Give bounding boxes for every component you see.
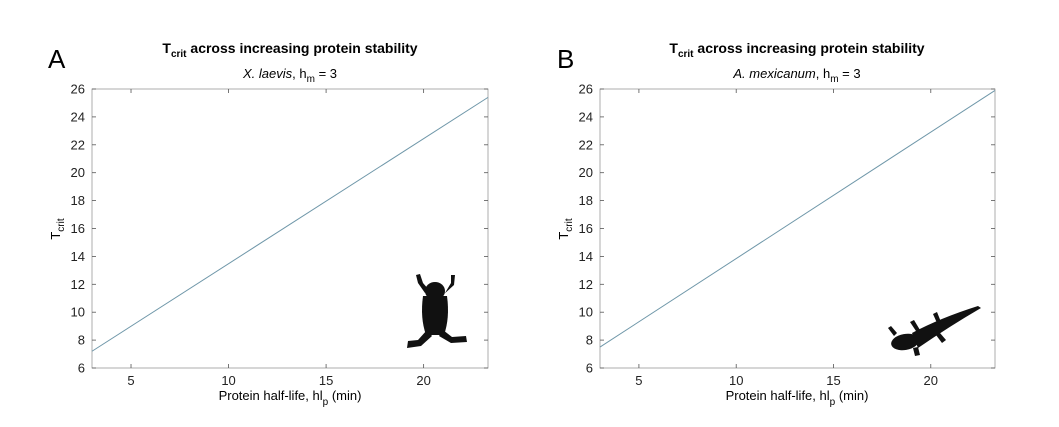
y-tick-label: 22 [71, 137, 85, 152]
y-axis-ticks: 6 8 10 12 14 16 18 20 22 24 26 [579, 82, 995, 376]
x-tick-label: 20 [416, 373, 430, 388]
y-tick-label: 16 [71, 221, 85, 236]
y-tick-label: 22 [579, 137, 593, 152]
y-tick-label: 18 [71, 193, 85, 208]
y-tick-label: 20 [71, 165, 85, 180]
x-tick-label: 5 [127, 373, 134, 388]
chart-panel-a: A Tcrit across increasing protein stabil… [48, 40, 489, 408]
x-tick-label: 10 [729, 373, 743, 388]
chart-title: Tcrit across increasing protein stabilit… [669, 40, 924, 60]
panel-label: B [557, 44, 574, 74]
chart-title: Tcrit across increasing protein stabilit… [162, 40, 417, 60]
x-axis-label: Protein half-life, hlp (min) [219, 388, 362, 408]
y-tick-label: 26 [71, 82, 85, 97]
y-tick-label: 12 [71, 277, 85, 292]
y-tick-label: 26 [579, 82, 593, 97]
y-tick-label: 10 [579, 305, 593, 320]
chart-subtitle: A. mexicanum, hm = 3 [732, 66, 860, 85]
y-tick-label: 8 [78, 333, 85, 348]
y-tick-label: 14 [579, 249, 593, 264]
x-axis-label: Protein half-life, hlp (min) [726, 388, 869, 408]
tcrit-series-line [599, 89, 996, 348]
y-tick-label: 12 [579, 277, 593, 292]
chart-panel-b: B Tcrit across increasing protein stabil… [556, 40, 996, 408]
y-tick-label: 16 [579, 221, 593, 236]
y-tick-label: 24 [579, 109, 593, 124]
panel-label: A [48, 44, 66, 74]
y-tick-label: 18 [579, 193, 593, 208]
x-tick-label: 15 [826, 373, 840, 388]
x-tick-label: 10 [221, 373, 235, 388]
y-tick-label: 20 [579, 165, 593, 180]
x-tick-label: 20 [924, 373, 938, 388]
x-tick-label: 5 [635, 373, 642, 388]
y-tick-label: 24 [71, 109, 85, 124]
axolotl-icon [888, 306, 981, 356]
x-axis-ticks: 5 10 15 20 [635, 89, 938, 388]
y-tick-label: 6 [586, 361, 593, 376]
x-axis-ticks: 5 10 15 20 [127, 89, 431, 388]
y-tick-label: 8 [586, 333, 593, 348]
x-tick-label: 15 [319, 373, 333, 388]
y-tick-label: 10 [71, 305, 85, 320]
chart-subtitle: X. laevis, hm = 3 [242, 66, 337, 85]
y-tick-label: 6 [78, 361, 85, 376]
series-lines [91, 96, 489, 352]
tcrit-series-line [91, 96, 489, 352]
series-lines [599, 89, 996, 348]
frog-icon [407, 274, 467, 348]
y-tick-label: 14 [71, 249, 85, 264]
y-axis-label: Tcrit [556, 218, 575, 240]
y-axis-label: Tcrit [48, 218, 67, 240]
y-axis-ticks: 6 8 10 12 14 16 18 20 22 24 26 [71, 82, 488, 376]
